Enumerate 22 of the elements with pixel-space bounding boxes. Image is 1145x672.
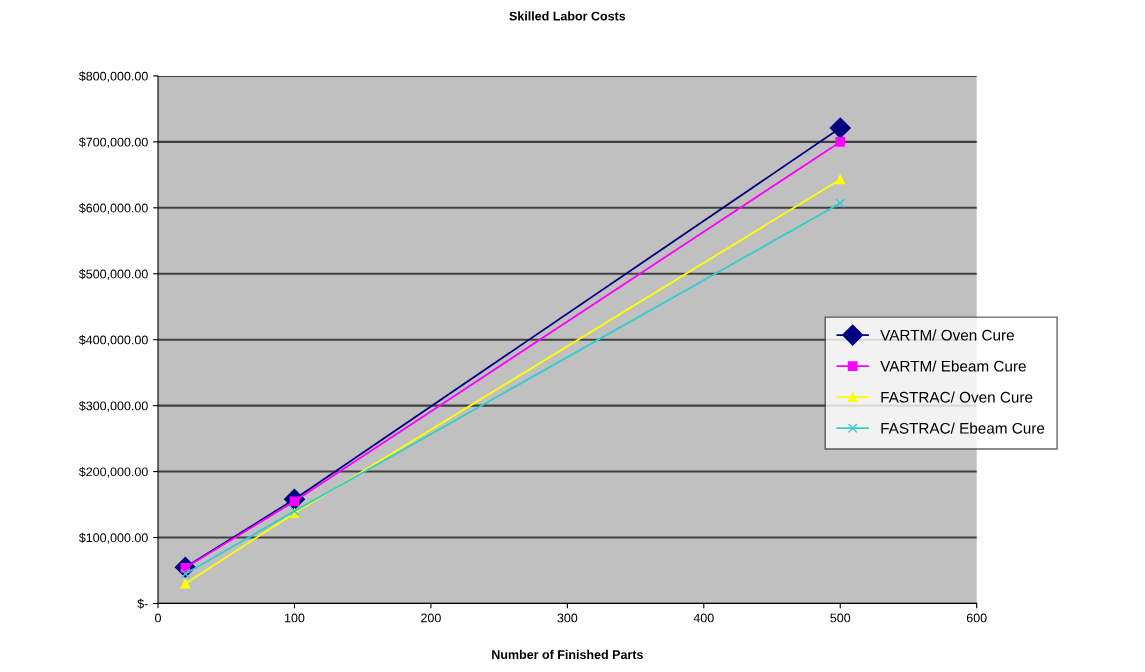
y-tick-label: $700,000.00 <box>78 137 148 148</box>
legend-label: VARTM/ Oven Cure <box>880 329 1014 341</box>
x-tick-label: 500 <box>830 613 851 623</box>
x-tick-label: 300 <box>557 613 578 623</box>
legend-label: VARTM/ Ebeam Cure <box>880 360 1026 372</box>
y-tick-label: $300,000.00 <box>78 400 148 412</box>
y-tick-label: $600,000.00 <box>78 203 148 214</box>
x-tick-label: 100 <box>284 613 305 623</box>
x-tick-label: 0 <box>155 613 161 623</box>
x-tick-label: 200 <box>421 613 441 623</box>
legend-label: FASTRAC/ Ebeam Cure <box>881 422 1045 434</box>
y-tick-label: $100,000.00 <box>78 532 148 544</box>
x-axis-title: Number of Finished Parts <box>492 649 643 660</box>
y-tick-label: $- <box>137 598 148 609</box>
legend-label: FASTRAC/ Oven Cure <box>881 391 1033 403</box>
y-tick-label: $800,000.00 <box>78 71 148 83</box>
x-tick-label: 400 <box>693 613 714 623</box>
chart-title: Skilled Labor Costs <box>509 11 626 21</box>
y-tick-label: $200,000.00 <box>78 466 148 478</box>
x-tick-label: 600 <box>966 613 987 623</box>
y-tick-label: $500,000.00 <box>78 269 148 280</box>
y-tick-label: $400,000.00 <box>78 334 148 346</box>
